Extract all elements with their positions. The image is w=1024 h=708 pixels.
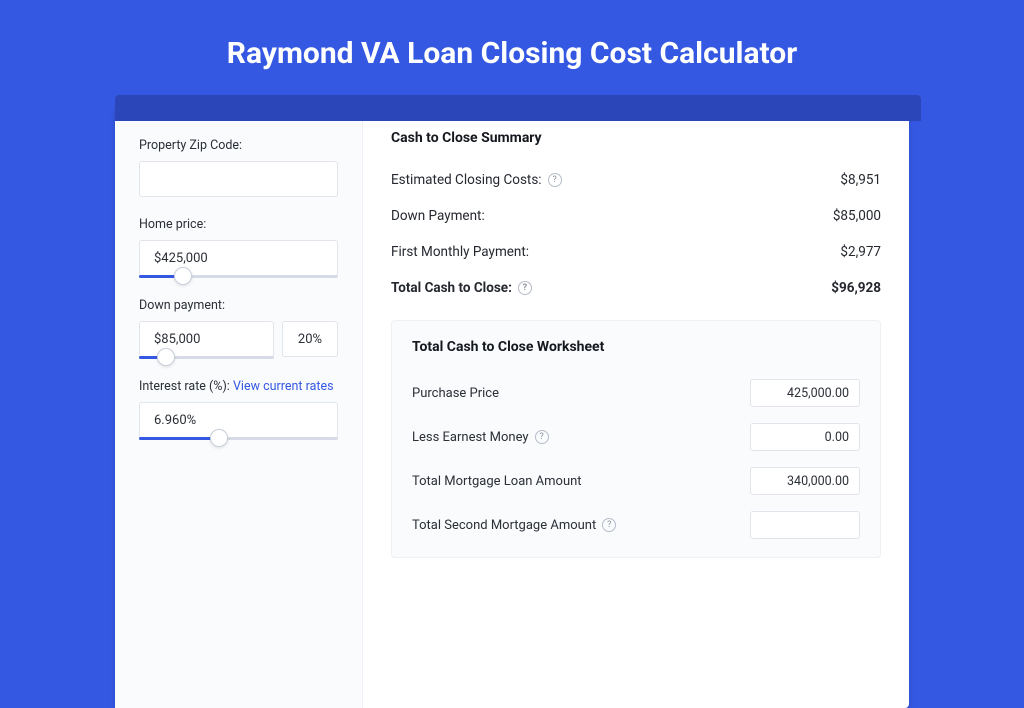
summary-row-value: $96,928 [831, 280, 881, 296]
interest-input[interactable] [139, 402, 338, 438]
home-price-field-group: Home price: [139, 217, 338, 278]
worksheet-row: Total Second Mortgage Amount ? [412, 503, 860, 547]
worksheet-row: Purchase Price 425,000.00 [412, 371, 860, 415]
summary-row-label: Down Payment: [391, 208, 485, 224]
down-payment-slider[interactable] [139, 356, 274, 359]
card-shadow-bar [115, 95, 921, 121]
interest-slider-fill [139, 437, 219, 440]
home-price-input[interactable] [139, 240, 338, 276]
worksheet-row-label: Less Earnest Money [412, 430, 529, 445]
home-price-slider-wrap [139, 240, 338, 278]
summary-panel: Cash to Close Summary Estimated Closing … [363, 108, 909, 708]
down-payment-percent[interactable]: 20% [282, 321, 338, 357]
worksheet-row: Total Mortgage Loan Amount 340,000.00 [412, 459, 860, 503]
help-icon[interactable]: ? [548, 173, 562, 187]
summary-row-value: $85,000 [833, 208, 881, 224]
summary-row-total: Total Cash to Close: ? $96,928 [391, 270, 881, 306]
summary-row-value: $2,977 [840, 244, 881, 260]
summary-row: First Monthly Payment: $2,977 [391, 234, 881, 270]
worksheet-row-value[interactable]: 340,000.00 [750, 467, 860, 495]
home-price-slider[interactable] [139, 275, 338, 278]
down-payment-label: Down payment: [139, 298, 338, 313]
worksheet: Total Cash to Close Worksheet Purchase P… [391, 320, 881, 558]
calculator-card: Property Zip Code: Home price: Down paym… [115, 108, 909, 708]
zip-field-group: Property Zip Code: [139, 138, 338, 197]
summary-row-label: Estimated Closing Costs: [391, 172, 542, 188]
page-title: Raymond VA Loan Closing Cost Calculator [0, 0, 1024, 95]
summary-row-value: $8,951 [840, 172, 881, 188]
worksheet-row-label: Total Mortgage Loan Amount [412, 474, 582, 489]
zip-label: Property Zip Code: [139, 138, 338, 153]
interest-slider-thumb[interactable] [210, 429, 228, 447]
worksheet-row-value[interactable]: 425,000.00 [750, 379, 860, 407]
worksheet-row-label: Purchase Price [412, 386, 499, 401]
worksheet-row-label: Total Second Mortgage Amount [412, 518, 596, 533]
help-icon[interactable]: ? [535, 430, 549, 444]
worksheet-title: Total Cash to Close Worksheet [412, 339, 860, 355]
help-icon[interactable]: ? [602, 518, 616, 532]
interest-label-text: Interest rate (%): [139, 379, 230, 394]
zip-input[interactable] [139, 161, 338, 197]
summary-row-label: First Monthly Payment: [391, 244, 529, 260]
worksheet-row-value[interactable] [750, 511, 860, 539]
summary-row-label: Total Cash to Close: [391, 280, 512, 296]
summary-title: Cash to Close Summary [391, 130, 881, 146]
down-payment-slider-wrap [139, 321, 274, 359]
interest-slider-wrap [139, 402, 338, 440]
home-price-slider-thumb[interactable] [174, 267, 192, 285]
interest-label: Interest rate (%): View current rates [139, 379, 338, 394]
home-price-label: Home price: [139, 217, 338, 232]
interest-field-group: Interest rate (%): View current rates [139, 379, 338, 440]
view-rates-link[interactable]: View current rates [233, 379, 334, 394]
interest-slider[interactable] [139, 437, 338, 440]
inputs-panel: Property Zip Code: Home price: Down paym… [115, 108, 363, 708]
summary-row: Estimated Closing Costs: ? $8,951 [391, 162, 881, 198]
summary-row: Down Payment: $85,000 [391, 198, 881, 234]
down-payment-field-group: Down payment: 20% [139, 298, 338, 359]
worksheet-row-value[interactable]: 0.00 [750, 423, 860, 451]
down-payment-slider-thumb[interactable] [157, 348, 175, 366]
help-icon[interactable]: ? [518, 281, 532, 295]
worksheet-row: Less Earnest Money ? 0.00 [412, 415, 860, 459]
